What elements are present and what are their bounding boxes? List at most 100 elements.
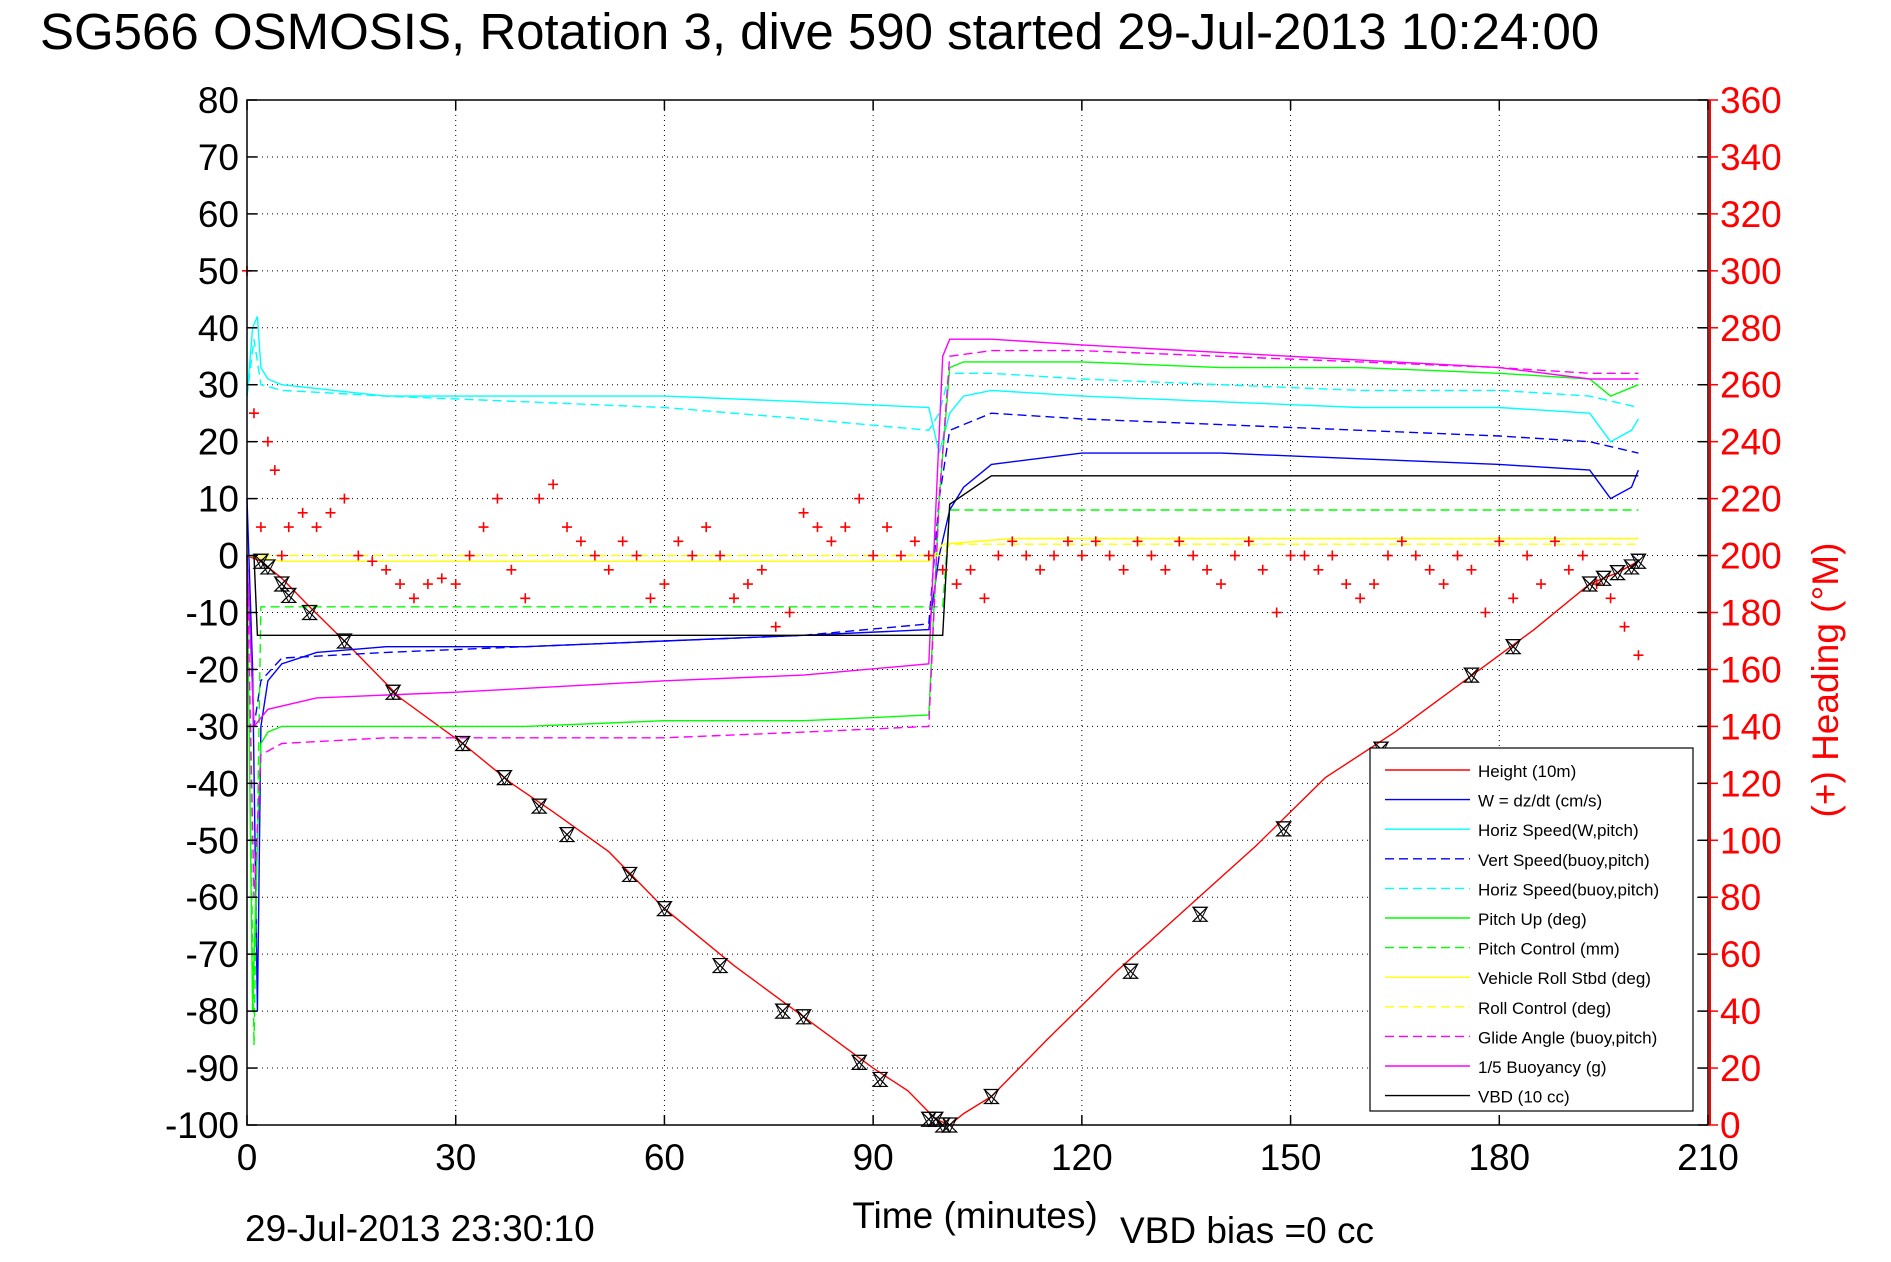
- height-marker-triangle: [1463, 667, 1480, 684]
- y-tick-label: 10: [198, 479, 239, 520]
- y2-tick-label: 300: [1720, 251, 1782, 292]
- y2-tick-label: 200: [1720, 536, 1782, 577]
- heading-point: [1369, 579, 1380, 590]
- heading-point: [1104, 550, 1115, 561]
- height-marker-triangle: [454, 735, 471, 752]
- legend-label: Pitch Up (deg): [1478, 910, 1587, 929]
- heading-point: [1049, 550, 1060, 561]
- heading-point: [478, 522, 489, 533]
- heading-point: [840, 522, 851, 533]
- x-tick-label: 210: [1677, 1137, 1739, 1178]
- legend-label: 1/5 Buoyancy (g): [1478, 1058, 1607, 1077]
- height-marker: [1629, 553, 1647, 569]
- heading-point: [645, 593, 656, 604]
- y2-tick-label: 220: [1720, 479, 1782, 520]
- heading-point: [506, 564, 517, 575]
- x-tick-label: 0: [237, 1137, 258, 1178]
- heading-point: [1299, 550, 1310, 561]
- height-marker-triangle: [496, 770, 513, 786]
- heading-point: [297, 507, 308, 518]
- heading-point: [283, 522, 294, 533]
- legend-label: W = dz/dt (cm/s): [1478, 792, 1602, 811]
- y-tick-label: -100: [165, 1105, 239, 1146]
- heading-point: [1327, 550, 1338, 561]
- height-marker: [335, 633, 353, 649]
- height-marker: [795, 1009, 813, 1025]
- y2-tick-label: 40: [1720, 991, 1761, 1032]
- x-tick-label: 30: [435, 1137, 476, 1178]
- bottom-axis: 0 30 60 90 120 150 180 210: [237, 100, 1739, 1178]
- x-axis-label: Time (minutes): [852, 1195, 1097, 1236]
- height-marker-triangle: [1630, 553, 1647, 570]
- y-tick-label: 70: [198, 137, 239, 178]
- y2-tick-label: 240: [1720, 422, 1782, 463]
- legend-label: Horiz Speed(buoy,pitch): [1478, 880, 1659, 899]
- grid-lines: [247, 100, 1708, 1125]
- heading-point: [1188, 550, 1199, 561]
- heading-point: [325, 507, 336, 518]
- heading-point: [1007, 536, 1018, 547]
- heading-point: [756, 564, 767, 575]
- y2-tick-label: 180: [1720, 593, 1782, 634]
- left-axis: 80 70 60 50 40 30 20 10 0 -10 -20 -30 -40 -50 -60 -70 -8…: [165, 80, 1708, 1146]
- heading-point: [617, 536, 628, 547]
- heading-point: [450, 579, 461, 590]
- y-tick-label: -20: [186, 649, 239, 690]
- heading-point: [464, 550, 475, 561]
- height-marker-triangle: [253, 553, 269, 570]
- heading-point: [276, 550, 287, 561]
- right-axis: 3603403203002802602402202001801601401201…: [1708, 80, 1782, 1146]
- heading-point: [353, 550, 364, 561]
- y2-tick-label: 100: [1720, 820, 1782, 861]
- height-marker-triangle: [774, 1003, 791, 1020]
- heading-point: [589, 550, 600, 561]
- height-marker-triangle: [1595, 570, 1612, 587]
- x-tick-label: 150: [1260, 1137, 1322, 1178]
- height-marker-triangle: [336, 633, 353, 650]
- height-marker-triangle: [795, 1009, 812, 1025]
- height-marker-triangle: [621, 866, 638, 883]
- heading-point: [1438, 579, 1449, 590]
- heading-point: [659, 579, 670, 590]
- y-tick-label: 80: [198, 80, 239, 121]
- footer-vbd-bias: VBD bias =0 cc: [1120, 1210, 1374, 1251]
- height-marker-triangle: [1581, 576, 1598, 593]
- heading-point: [269, 465, 280, 476]
- heading-point: [965, 564, 976, 575]
- heading-point: [408, 593, 419, 604]
- heading-point: [1536, 579, 1547, 590]
- y2-tick-label: 120: [1720, 763, 1782, 804]
- height-marker: [1191, 906, 1209, 922]
- x-tick-label: 180: [1468, 1137, 1530, 1178]
- heading-point: [1522, 550, 1533, 561]
- heading-point: [311, 522, 322, 533]
- legend-label: VBD (10 cc): [1478, 1088, 1570, 1107]
- heading-point: [784, 607, 795, 618]
- heading-point: [882, 522, 893, 533]
- x-tick-label: 120: [1051, 1137, 1113, 1178]
- heading-point: [701, 522, 712, 533]
- heading-point: [631, 550, 642, 561]
- heading-point: [1355, 593, 1366, 604]
- height-marker: [1275, 821, 1293, 837]
- heading-point: [742, 579, 753, 590]
- heading-point: [951, 579, 962, 590]
- heading-point: [1174, 536, 1185, 547]
- heading-layer: [242, 265, 1644, 661]
- y2-tick-label: 0: [1720, 1105, 1741, 1146]
- height-marker: [1463, 667, 1480, 683]
- height-marker: [1609, 565, 1627, 581]
- heading-point: [255, 522, 266, 533]
- height-marker-triangle: [280, 587, 297, 604]
- heading-point: [548, 479, 559, 490]
- legend-label: Glide Angle (buoy,pitch): [1478, 1028, 1657, 1047]
- heading-point: [909, 536, 920, 547]
- y-tick-label: -40: [186, 763, 239, 804]
- heading-point: [492, 493, 503, 504]
- series-line-vbd: [247, 475, 1639, 636]
- height-marker-triangle: [872, 1071, 888, 1088]
- heading-point: [729, 593, 739, 604]
- height-marker-triangle: [1275, 821, 1292, 838]
- height-marker-triangle: [1623, 559, 1640, 576]
